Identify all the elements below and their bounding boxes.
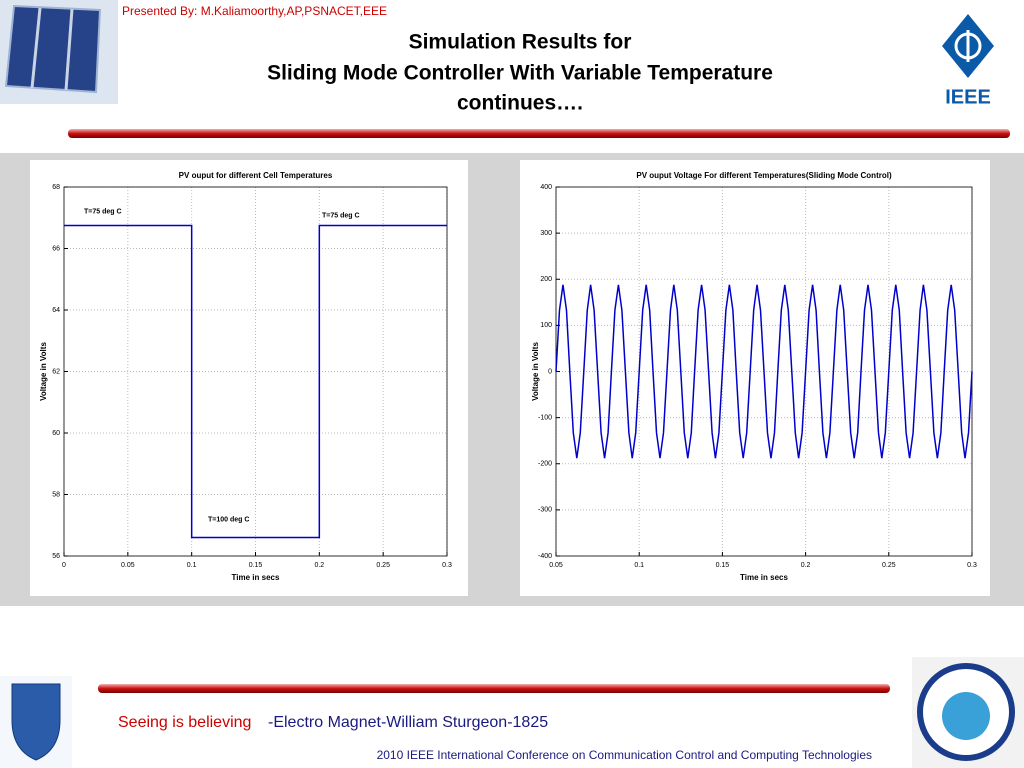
y-tick-label: 300 <box>540 230 552 237</box>
quote: Seeing is believing <box>118 714 251 731</box>
x-tick-label: 0.25 <box>882 562 896 569</box>
y-tick-label: 62 <box>52 368 60 375</box>
x-tick-label: 0.15 <box>249 562 263 569</box>
chart-title: PV ouput for different Cell Temperatures <box>179 171 333 180</box>
attribution: -Electro Magnet-William Sturgeon-1825 <box>268 714 548 731</box>
x-tick-label: 0.05 <box>549 562 563 569</box>
x-tick-label: 0.3 <box>442 562 452 569</box>
x-axis-label: Time in secs <box>232 573 280 582</box>
y-tick-label: 100 <box>540 322 552 329</box>
x-tick-label: 0.15 <box>716 562 730 569</box>
solar-cell-image <box>0 0 118 104</box>
charts: 0 0.05 0.1 0.15 0.2 0.25 0.3 56 58 60 62 64 66 68 PV o… <box>39 171 977 582</box>
divider <box>68 129 1010 138</box>
x-tick-label: 0.1 <box>634 562 644 569</box>
data-line <box>64 224 447 539</box>
annotation: T=100 deg C <box>208 516 249 523</box>
logo-text: IEEE <box>945 86 991 108</box>
x-tick-label: 0.25 <box>376 562 390 569</box>
x-tick-label: 0.1 <box>187 562 197 569</box>
title-line: Simulation Results for <box>409 31 632 54</box>
x-tick-label: 0.2 <box>314 562 324 569</box>
ieee-logo: IEEE <box>942 14 994 108</box>
y-tick-label: 200 <box>540 276 552 283</box>
y-tick-label: 0 <box>548 368 552 375</box>
x-tick-label: 0.2 <box>801 562 811 569</box>
y-tick-label: -400 <box>538 553 552 560</box>
college-logo <box>912 657 1024 768</box>
x-tick-label: 0.3 <box>967 562 977 569</box>
x-axis-label: Time in secs <box>740 573 788 582</box>
plot-frame <box>63 186 448 557</box>
y-tick-label: 64 <box>52 307 60 314</box>
annotation: T=75 deg C <box>322 212 360 219</box>
y-tick-label: 68 <box>52 184 60 191</box>
y-tick-label: -200 <box>538 461 552 468</box>
data-line <box>555 284 973 459</box>
x-tick-label: 0.05 <box>121 562 135 569</box>
conference: 2010 IEEE International Conference on Co… <box>377 748 872 762</box>
chart-title: PV ouput Voltage For different Temperatu… <box>636 171 892 180</box>
title-line: continues…. <box>457 92 583 115</box>
divider <box>98 684 890 693</box>
y-axis-label: Voltage in Volts <box>531 342 540 401</box>
psna-logo <box>0 676 72 768</box>
annotation: T=75 deg C <box>84 208 122 215</box>
presenter: Presented By: M.Kaliamoorthy,AP,PSNACET,… <box>122 4 387 18</box>
y-tick-label: -100 <box>538 414 552 421</box>
y-tick-label: 66 <box>52 245 60 252</box>
y-tick-label: -300 <box>538 507 552 514</box>
x-tick-label: 0 <box>62 562 66 569</box>
y-axis-label: Voltage in Volts <box>39 342 48 401</box>
y-tick-label: 60 <box>52 430 60 437</box>
y-tick-label: 58 <box>52 491 60 498</box>
y-tick-label: 56 <box>52 553 60 560</box>
y-tick-label: 400 <box>540 184 552 191</box>
title-line: Sliding Mode Controller With Variable Te… <box>267 62 773 85</box>
